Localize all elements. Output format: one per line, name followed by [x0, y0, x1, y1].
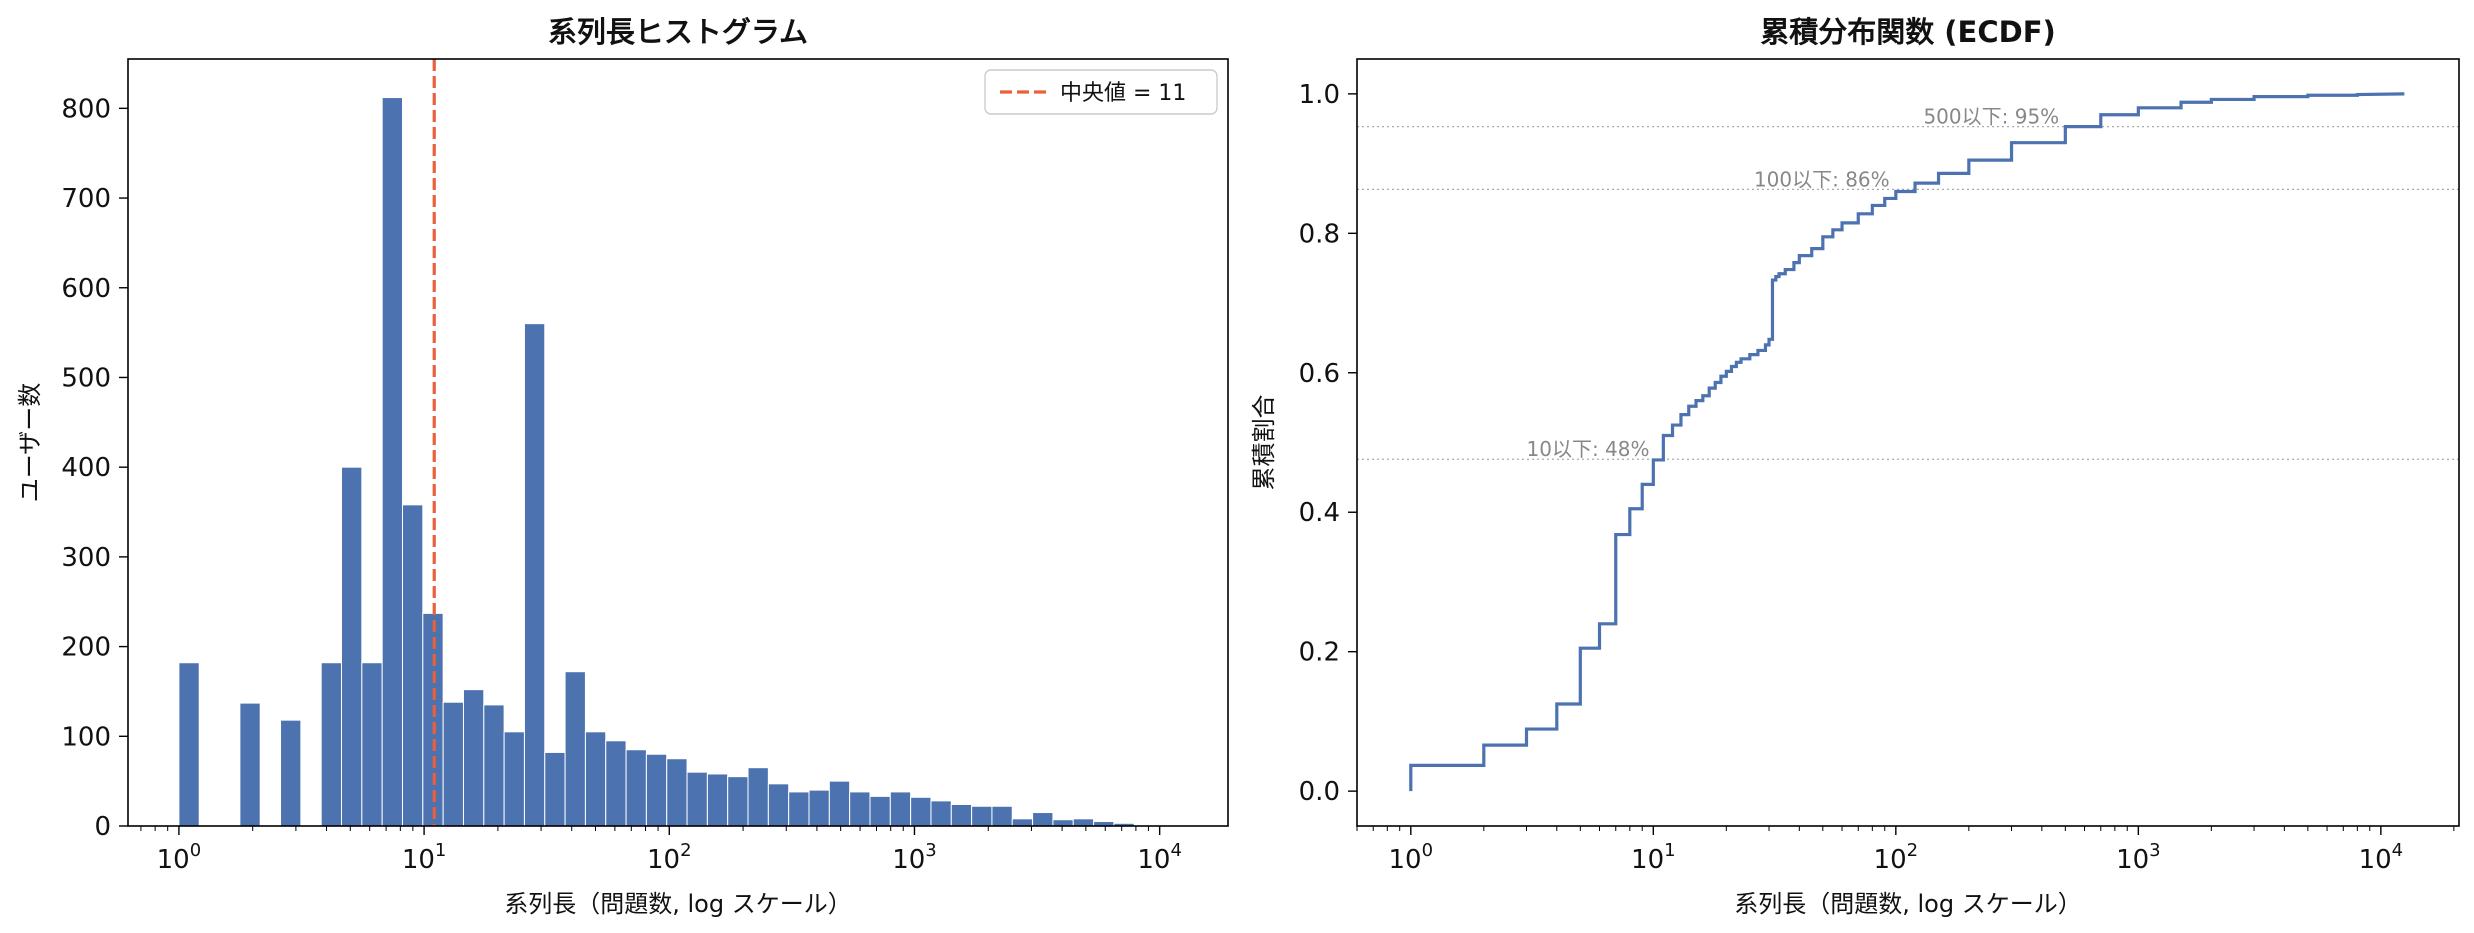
hist-bar-3	[239, 702, 261, 827]
hist-bar-29	[767, 783, 790, 827]
hist-bar-22	[625, 749, 647, 827]
ecdf-ytick-label-1: 0.2	[1299, 638, 1340, 668]
ecdf-xtick-label-4: 104	[2359, 840, 2404, 875]
hist-bar-33	[849, 791, 871, 827]
hist-bar-14	[462, 689, 485, 827]
hist-bar-18	[544, 751, 566, 827]
hist-bar-21	[605, 740, 627, 827]
hist-bar-10	[381, 97, 403, 827]
hist-bar-36	[910, 796, 932, 827]
hist-bar-27	[727, 776, 749, 827]
hist-bar-32	[828, 780, 851, 827]
hist-bar-40	[991, 805, 1013, 827]
hist-ytick-label-6: 600	[61, 274, 111, 304]
hist-bar-43	[1052, 819, 1074, 827]
ecdf-ref-label-1: 100以下: 86%	[1754, 167, 1890, 191]
hist-bar-0	[178, 662, 200, 827]
hist-ytick-label-3: 300	[61, 543, 111, 573]
hist-axes-frame	[127, 58, 1229, 827]
hist-ytick-label-0: 0	[94, 812, 111, 842]
hist-bar-20	[584, 731, 607, 827]
ecdf-ylabel: 累積割合	[1250, 395, 1278, 491]
ecdf-panel: 10以下: 48% 100以下: 86% 500以下: 95% 0.0 0.2 0.4 0.…	[1250, 15, 2460, 918]
hist-xtick-label-3: 103	[892, 840, 937, 875]
hist-bar-30	[788, 791, 810, 827]
hist-bar-16	[503, 731, 525, 827]
hist-xtick-label-4: 104	[1137, 840, 1182, 875]
hist-bar-15	[483, 704, 505, 827]
ecdf-xlabel: 系列長（問題数, log スケール）	[1734, 890, 2081, 918]
hist-bar-5	[280, 719, 302, 827]
ecdf-ytick-label-3: 0.6	[1299, 359, 1340, 389]
ecdf-ytick-label-2: 0.4	[1299, 498, 1340, 528]
hist-ytick-label-5: 500	[61, 363, 111, 393]
hist-xtick-label-1: 101	[402, 840, 447, 875]
hist-legend: 中央値 = 11	[984, 69, 1218, 115]
hist-bar-37	[930, 800, 952, 827]
ecdf-xtick-label-2: 102	[1874, 840, 1919, 875]
hist-bar-41	[1011, 818, 1034, 827]
ecdf-ref-label-0: 10以下: 48%	[1527, 437, 1650, 461]
ecdf-ytick-label-0: 0.0	[1299, 777, 1340, 807]
hist-bar-31	[808, 789, 830, 827]
hist-bar-26	[706, 773, 729, 827]
hist-bar-24	[666, 758, 688, 827]
hist-bar-39	[971, 805, 993, 827]
hist-bar-38	[950, 803, 973, 827]
hist-bar-9	[361, 662, 383, 827]
legend-label: 中央値 = 11	[1060, 81, 1186, 106]
ecdf-axes-frame	[1356, 58, 2460, 827]
ecdf-ytick-label-4: 0.8	[1299, 219, 1340, 249]
hist-bar-23	[645, 753, 668, 827]
ecdf-xtick-label-3: 103	[2116, 840, 2161, 875]
hist-bar-13	[442, 701, 464, 827]
hist-xlabel: 系列長（問題数, log スケール）	[504, 890, 851, 918]
hist-bar-7	[320, 662, 343, 827]
hist-bar-11	[401, 504, 424, 827]
hist-ytick-label-7: 700	[61, 184, 111, 214]
ecdf-xtick-label-0: 100	[1389, 840, 1434, 875]
ecdf-ytick-label-5: 1.0	[1299, 80, 1340, 110]
hist-ylabel: ユーザー数	[16, 383, 44, 503]
histogram-panel: 0 100 200 300 400 500 600 700 800 100 101 102 103 104…	[16, 15, 1229, 918]
ecdf-xtick-label-1: 101	[1631, 840, 1676, 875]
hist-ytick-label-4: 400	[61, 453, 111, 483]
hist-ytick-label-1: 100	[61, 722, 111, 752]
ecdf-ref-label-2: 500以下: 95%	[1923, 105, 2059, 129]
hist-bar-42	[1032, 812, 1054, 827]
ecdf-line	[1409, 92, 2405, 792]
hist-bar-35	[889, 791, 912, 827]
hist-bar-19	[564, 671, 586, 827]
hist-bar-34	[869, 795, 891, 827]
legend-box	[984, 69, 1218, 115]
hist-bar-25	[686, 771, 708, 827]
hist-title: 系列長ヒストグラム	[548, 15, 808, 49]
hist-ytick-label-2: 200	[61, 633, 111, 663]
hist-xtick-label-2: 102	[647, 840, 692, 875]
hist-bar-28	[747, 767, 769, 827]
hist-ytick-label-8: 800	[61, 94, 111, 124]
hist-xtick-label-0: 100	[157, 840, 202, 875]
hist-bar-44	[1072, 818, 1095, 827]
hist-bar-17	[523, 323, 546, 827]
hist-bar-8	[341, 466, 363, 827]
ecdf-title: 累積分布関数 (ECDF)	[1760, 15, 2056, 49]
